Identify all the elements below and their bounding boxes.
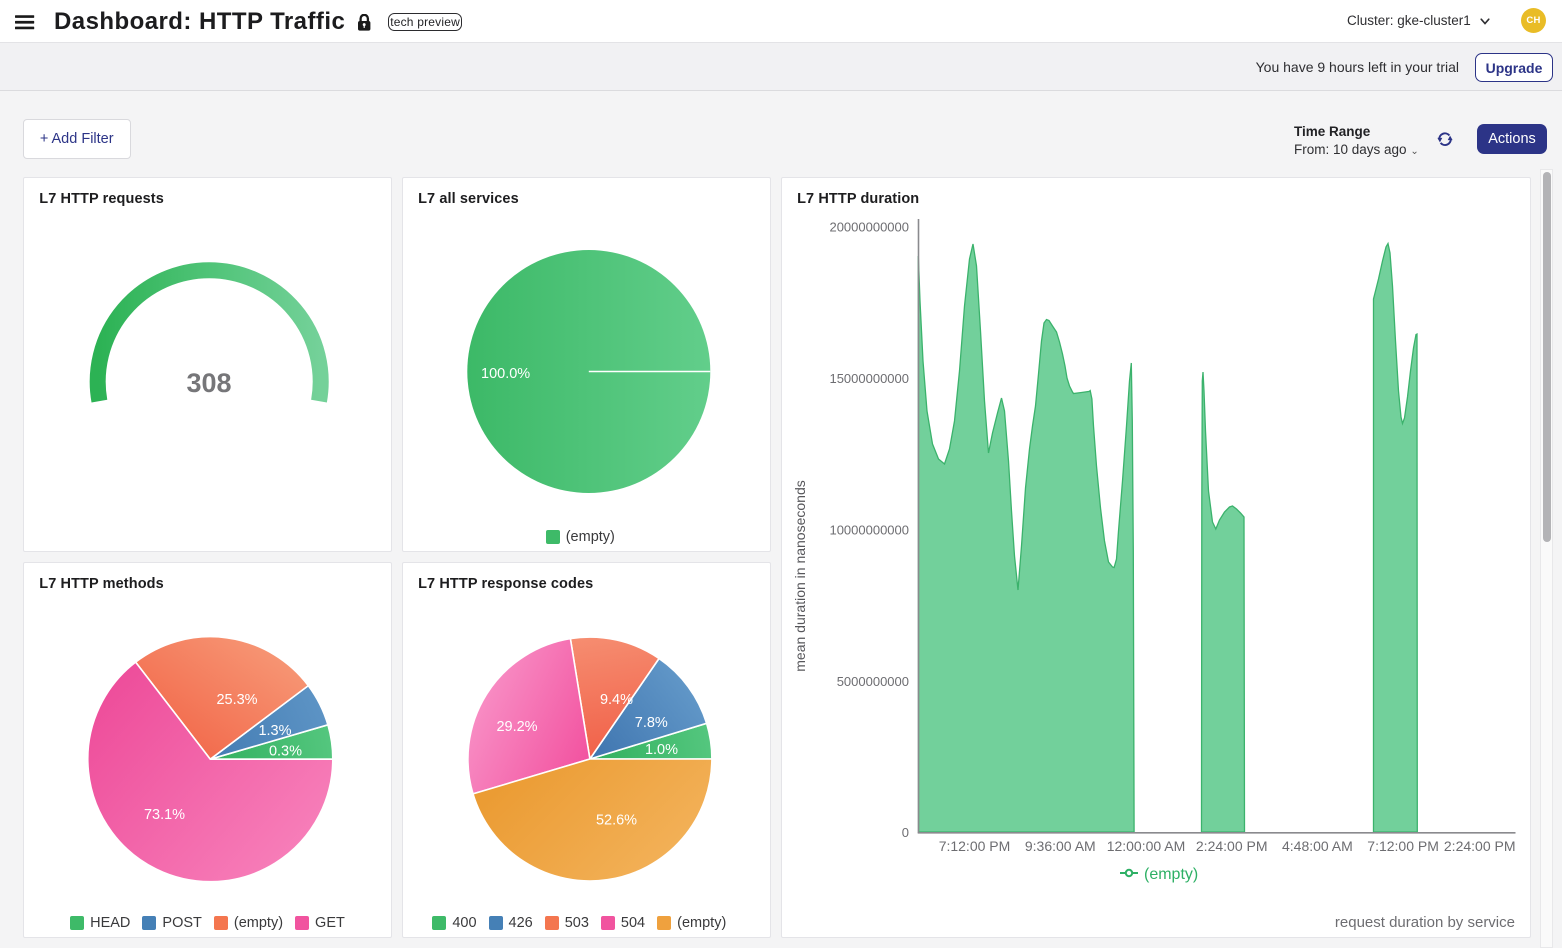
- svg-text:1.0%: 1.0%: [644, 742, 677, 758]
- svg-text:7.8%: 7.8%: [634, 715, 667, 731]
- svg-text:73.1%: 73.1%: [144, 807, 185, 823]
- svg-text:7:12:00 PM: 7:12:00 PM: [1367, 838, 1439, 854]
- svg-text:20000000000: 20000000000: [829, 220, 909, 235]
- svg-text:12:00:00 AM: 12:00:00 AM: [1106, 838, 1185, 854]
- svg-text:4:48:00 AM: 4:48:00 AM: [1281, 838, 1352, 854]
- svg-text:308: 308: [186, 368, 231, 398]
- svg-text:100.0%: 100.0%: [481, 366, 530, 382]
- svg-text:25.3%: 25.3%: [216, 692, 257, 708]
- svg-text:9:36:00 AM: 9:36:00 AM: [1024, 838, 1095, 854]
- svg-text:7:12:00 PM: 7:12:00 PM: [938, 838, 1010, 854]
- svg-text:0.3%: 0.3%: [269, 744, 302, 760]
- svg-text:52.6%: 52.6%: [595, 813, 636, 829]
- svg-text:10000000000: 10000000000: [829, 523, 909, 538]
- svg-text:2:24:00 PM: 2:24:00 PM: [1443, 838, 1515, 854]
- svg-text:15000000000: 15000000000: [829, 371, 909, 386]
- svg-text:0: 0: [901, 825, 908, 840]
- svg-text:1.3%: 1.3%: [258, 723, 291, 739]
- svg-text:9.4%: 9.4%: [599, 692, 632, 708]
- svg-text:(empty): (empty): [1144, 866, 1198, 883]
- svg-text:29.2%: 29.2%: [496, 719, 537, 735]
- svg-text:request duration by service: request duration by service: [1334, 914, 1514, 931]
- svg-text:2:24:00 PM: 2:24:00 PM: [1195, 838, 1267, 854]
- svg-text:5000000000: 5000000000: [836, 674, 908, 689]
- svg-text:mean duration in nanoseconds: mean duration in nanoseconds: [792, 480, 808, 671]
